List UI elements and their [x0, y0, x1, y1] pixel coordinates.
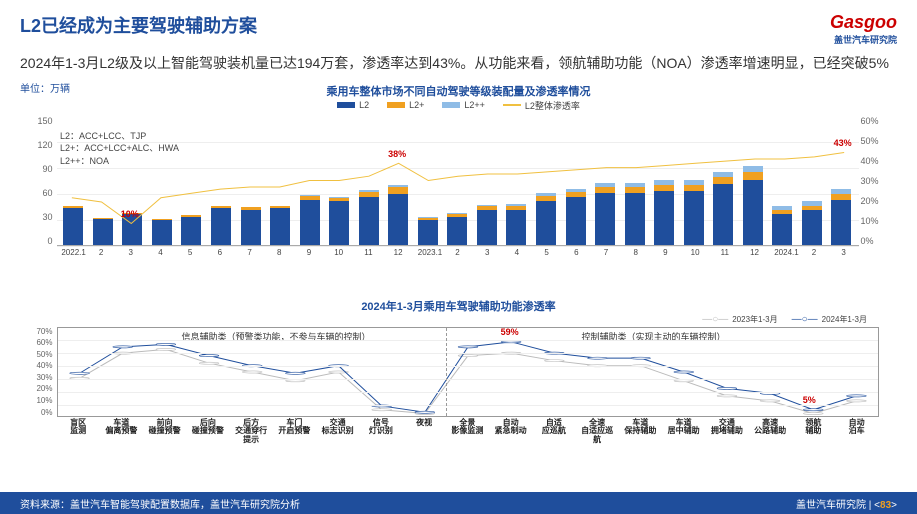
chart2-title: 2024年1-3月乘用车驾驶辅助功能渗透率 [20, 298, 897, 314]
header: L2已经成为主要驾驶辅助方案 Gasgoo 盖世汽车研究院 [20, 12, 897, 46]
footer-source: 资料来源：盖世汽车智能驾驶配置数据库，盖世汽车研究院分析 [20, 496, 300, 511]
annotation: 43% [834, 138, 852, 148]
legend-item: L2+ [387, 99, 424, 112]
annotation: 38% [388, 149, 406, 159]
footer: 资料来源：盖世汽车智能驾驶配置数据库，盖世汽车研究院分析 盖世汽车研究院 | <… [0, 492, 917, 514]
chart1-y-right: 60%50%40%30%20%10%0% [861, 116, 889, 246]
annotation: 10% [121, 209, 139, 219]
legend-item: L2 [337, 99, 369, 112]
legend-item: —○—2024年1-3月 [792, 314, 867, 325]
logo-cn: 盖世汽车研究院 [830, 33, 897, 46]
footer-page: 盖世汽车研究院 | <83> [796, 496, 897, 511]
chart1-y-left: 1501209060300 [29, 116, 53, 246]
annotation: 5% [803, 395, 816, 405]
chart2-legend: —○—2023年1-3月 —○—2024年1-3月 [20, 314, 897, 325]
chart1-x-labels: 2022.1234567891011122023.123456789101112… [57, 248, 859, 257]
logo: Gasgoo 盖世汽车研究院 [830, 12, 897, 46]
subtitle: 2024年1-3月L2级及以上智能驾驶装机量已达194万套，渗透率达到43%。从… [20, 54, 897, 74]
legend-item: L2++ [442, 99, 485, 112]
chart2-y: 70%60%50%40%30%20%10%0% [29, 327, 53, 417]
slide: L2已经成为主要驾驶辅助方案 Gasgoo 盖世汽车研究院 2024年1-3月L… [0, 0, 917, 514]
logo-en: Gasgoo [830, 12, 897, 32]
legend-item: L2整体渗透率 [503, 99, 580, 112]
annotation: 59% [501, 327, 519, 337]
chart2: 70%60%50%40%30%20%10%0% 信息辅助类（预警类功能，不参与车… [20, 327, 897, 457]
legend-item: —○—2023年1-3月 [702, 314, 777, 325]
chart1: L2：ACC+LCC、TJPL2+：ACC+LCC+ALC、HWAL2++：NO… [20, 116, 897, 296]
chart1-defs: L2：ACC+LCC、TJPL2+：ACC+LCC+ALC、HWAL2++：NO… [60, 130, 179, 168]
category-divider [446, 328, 447, 416]
chart1-title: 乘用车整体市场不同自动驾驶等级装配量及渗透率情况 [20, 83, 897, 99]
chart2-x-labels: 盲区监测车道偏离预警前向碰撞预警后向碰撞预警后方交通穿行提示车门开启预警交通标志… [57, 419, 879, 445]
page-title: L2已经成为主要驾驶辅助方案 [20, 12, 257, 38]
chart1-legend: L2 L2+ L2++ L2整体渗透率 [20, 99, 897, 112]
chart2-plot: 信息辅助类（预警类功能，不参与车辆的控制） 控制辅助类（实现主动的车辆控制） 5… [57, 327, 879, 417]
